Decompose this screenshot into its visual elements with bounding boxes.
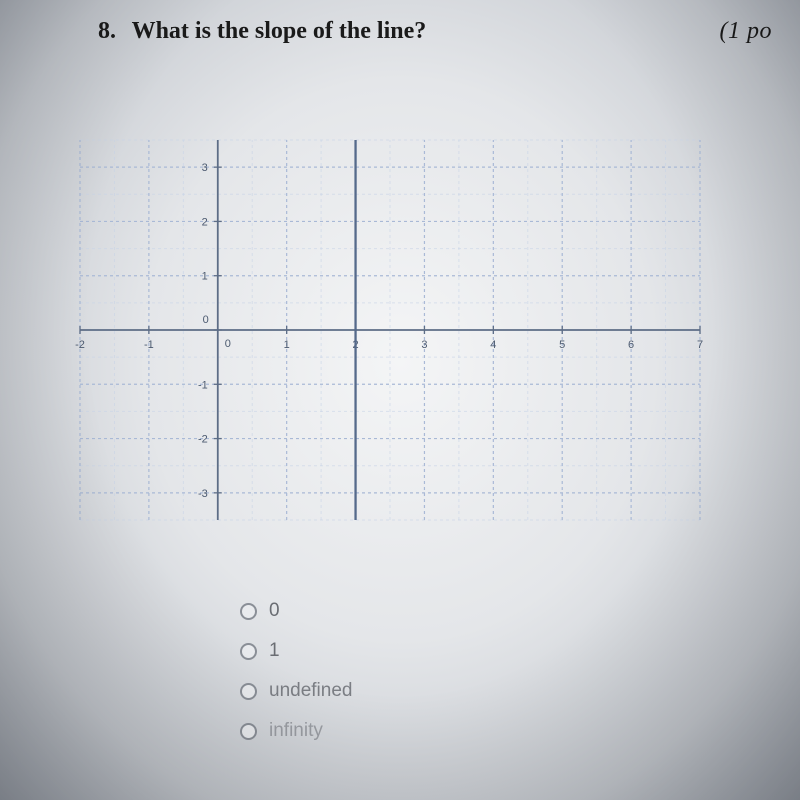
question-header: 8. What is the slope of the line? (1 po xyxy=(0,18,800,45)
svg-text:-1: -1 xyxy=(144,339,154,351)
radio-icon xyxy=(240,723,257,740)
radio-icon xyxy=(240,643,257,660)
option-label: undefined xyxy=(269,680,352,702)
svg-text:-2: -2 xyxy=(75,339,85,351)
svg-text:3: 3 xyxy=(202,162,208,174)
graph-container: -2-11234567-3-2-112300 xyxy=(70,130,710,530)
svg-text:1: 1 xyxy=(202,271,208,283)
svg-text:-1: -1 xyxy=(198,379,208,391)
svg-text:1: 1 xyxy=(284,339,290,351)
option-1[interactable]: 1 xyxy=(240,640,352,662)
question-text: What is the slope of the line? xyxy=(132,18,427,44)
svg-text:6: 6 xyxy=(628,339,634,351)
option-infinity[interactable]: infinity xyxy=(240,720,352,742)
coordinate-graph: -2-11234567-3-2-112300 xyxy=(70,130,710,530)
option-label: infinity xyxy=(269,720,323,742)
question-number: 8. xyxy=(98,18,116,44)
option-label: 0 xyxy=(269,600,280,622)
svg-text:3: 3 xyxy=(421,339,427,351)
question-left: 8. What is the slope of the line? xyxy=(98,18,426,45)
svg-text:0: 0 xyxy=(225,338,231,350)
svg-text:0: 0 xyxy=(203,314,209,326)
svg-text:-3: -3 xyxy=(198,488,208,500)
radio-icon xyxy=(240,603,257,620)
points-label: (1 po xyxy=(720,18,773,45)
option-undefined[interactable]: undefined xyxy=(240,680,352,702)
option-label: 1 xyxy=(269,640,280,662)
svg-text:7: 7 xyxy=(697,339,703,351)
svg-text:2: 2 xyxy=(202,216,208,228)
svg-text:5: 5 xyxy=(559,339,565,351)
radio-icon xyxy=(240,683,257,700)
svg-text:-2: -2 xyxy=(198,434,208,446)
svg-text:4: 4 xyxy=(490,339,496,351)
option-0[interactable]: 0 xyxy=(240,600,352,622)
answer-options: 0 1 undefined infinity xyxy=(240,600,352,760)
